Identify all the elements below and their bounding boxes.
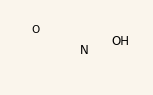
Text: F: F [60,58,67,71]
Text: S: S [27,29,34,42]
Text: O: O [23,25,31,35]
Text: OH: OH [111,35,129,48]
Text: O: O [32,25,40,35]
Text: N: N [80,44,88,57]
